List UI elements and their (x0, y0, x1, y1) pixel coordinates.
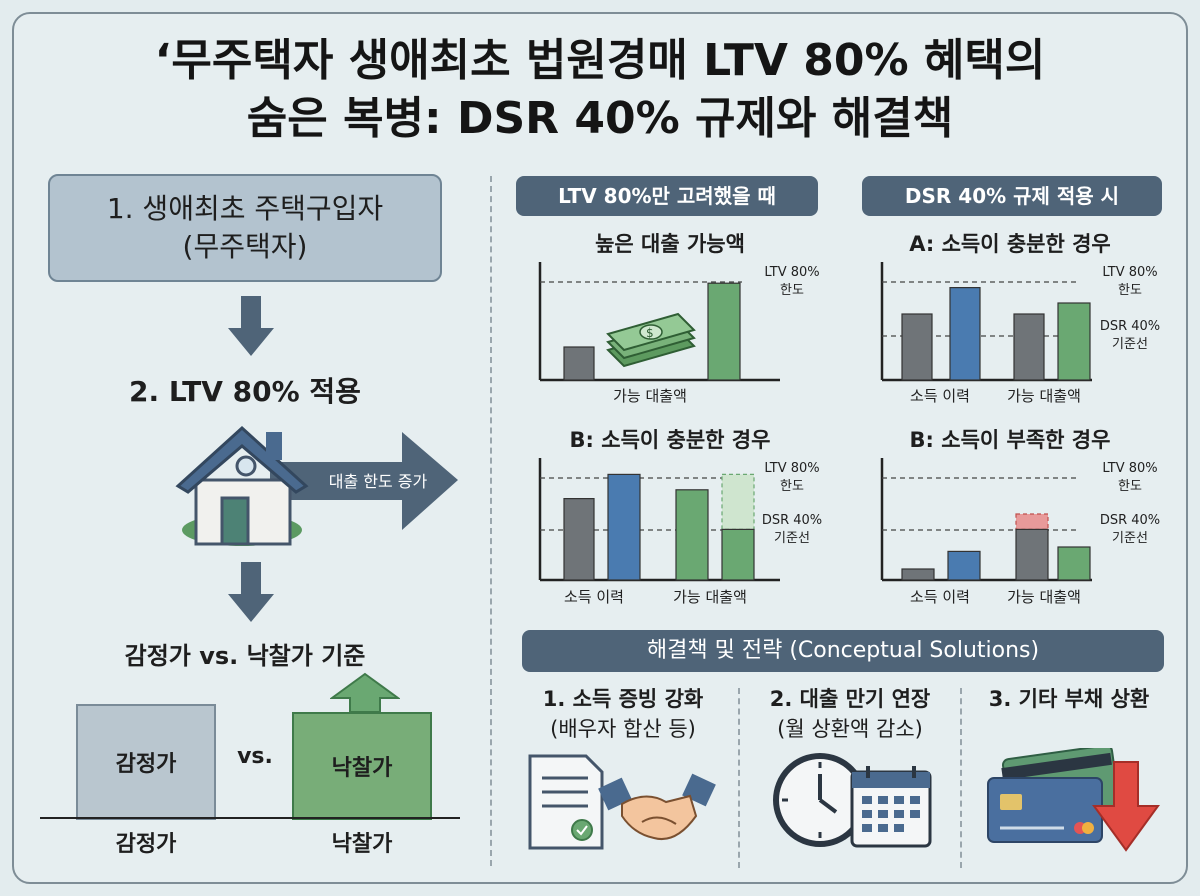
bar-income-gray (901, 568, 935, 581)
chart1-title: 높은 대출 가능액 (595, 232, 745, 256)
bar-income-blue (607, 473, 641, 581)
bar-income-blue (947, 550, 981, 581)
ltv-line-label: LTV 80% (764, 461, 819, 476)
step1-box: 1. 생애최초 주택구입자 (무주택자) (48, 174, 442, 282)
bar-excess-red (1015, 513, 1049, 530)
step2-title: 2. LTV 80% 적용 (129, 375, 361, 408)
x-tick-income: 소득 이력 (910, 387, 970, 405)
money-stack-icon: $ (606, 312, 696, 368)
dsr-line-label: DSR 40% (1100, 319, 1160, 334)
ltv-line-label: LTV 80% (1102, 461, 1157, 476)
document-handshake-icon (528, 754, 716, 850)
down-arrow-icon (228, 296, 274, 356)
ltv-line-label-2: 한도 (780, 479, 804, 494)
step1-subtitle: (무주택자) (182, 230, 308, 263)
bar-loan-gray (1015, 528, 1049, 581)
bar-income-gray (901, 313, 933, 381)
dsr-line-label-2: 기준선 (1112, 337, 1148, 352)
x-tick-loan: 가능 대출액 (1007, 387, 1081, 405)
svg-text:$: $ (646, 326, 654, 340)
credit-card-down-arrow-icon (987, 748, 1160, 852)
x-tick-income: 소득 이력 (564, 588, 624, 606)
bar-loan-capped (721, 528, 755, 581)
ltv-only-header: LTV 80%만 고려했을 때 (516, 176, 818, 216)
appraisal-box-label: 감정가 (115, 752, 177, 777)
up-arrow-icon (330, 672, 400, 713)
solution1: 1. 소득 증빙 강화 (배우자 합산 등) (510, 684, 736, 744)
section-divider (490, 176, 492, 866)
bar-loan-green (1057, 546, 1091, 581)
dsr-line-label: DSR 40% (1100, 513, 1160, 528)
bar-loan-gray (1013, 313, 1045, 381)
chart3-title: B: 소득이 충분한 경우 (569, 428, 771, 452)
ltv-line-label-2: 한도 (1118, 283, 1142, 298)
dsr-applied-header: DSR 40% 규제 적용 시 (862, 176, 1162, 216)
house-icon (175, 425, 309, 546)
main-title-line1: ‘무주택자 생애최초 법원경매 LTV 80% 혜택의 (154, 35, 1046, 86)
main-title-line2: 숨은 복병: DSR 40% 규제와 해결책 (246, 93, 954, 144)
solution2-title: 2. 대출 만기 연장 (769, 687, 931, 711)
bar-income-gray (563, 497, 595, 581)
arrow-label: 대출 한도 증가 (328, 472, 428, 491)
solution1-title: 1. 소득 증빙 강화 (542, 687, 704, 711)
ltv-line-label-2: 한도 (1118, 479, 1142, 494)
x-tick-loan: 가능 대출액 (673, 588, 747, 606)
step1-title: 1. 생애최초 주택구입자 (106, 192, 384, 225)
bid-box: 낙찰가 (292, 712, 432, 820)
appraisal-base-label: 감정가 (115, 832, 177, 857)
x-tick-loan: 가능 대출액 (1007, 588, 1081, 606)
solutions-divider-1 (738, 688, 740, 868)
solution2: 2. 대출 만기 연장 (월 상환액 감소) (742, 684, 958, 744)
ltv-line-label: LTV 80% (1102, 265, 1157, 280)
x-tick-loan: 가능 대출액 (613, 387, 687, 405)
clock-calendar-icon (773, 753, 932, 848)
chart4-title: B: 소득이 부족한 경우 (909, 428, 1111, 452)
x-tick-income: 소득 이력 (910, 588, 970, 606)
solution3: 3. 기타 부채 상환 (964, 684, 1174, 714)
appraisal-box: 감정가 (76, 704, 216, 820)
down-arrow-icon-2 (228, 562, 274, 622)
bar-loan-green (1057, 302, 1091, 381)
baseline (40, 817, 460, 819)
bid-box-label: 낙찰가 (331, 756, 393, 781)
ltv-line-label: LTV 80% (764, 265, 819, 280)
dsr-line-label-2: 기준선 (1112, 531, 1148, 546)
dsr-line-label: DSR 40% (762, 513, 822, 528)
chart2-title: A: 소득이 충분한 경우 (909, 232, 1111, 256)
solution1-subtitle: (배우자 합산 등) (550, 717, 696, 741)
solution2-subtitle: (월 상환액 감소) (777, 717, 923, 741)
bid-base-label: 낙찰가 (331, 832, 393, 857)
vs-label: vs. (237, 744, 273, 769)
bar-loan-available (707, 282, 741, 381)
solution3-title: 3. 기타 부채 상환 (988, 687, 1150, 711)
house-arrow-illustration (175, 425, 458, 546)
ltv-line-label-2: 한도 (780, 283, 804, 298)
solutions-header: 해결책 및 전략 (Conceptual Solutions) (522, 630, 1164, 672)
dsr-line-label-2: 기준선 (774, 531, 810, 546)
bar-excess-ghost (721, 473, 755, 530)
bar-income-blue (949, 287, 981, 381)
growth-arrow-icon (270, 432, 458, 530)
bar-loan-green (675, 489, 709, 581)
bar-current (563, 346, 595, 381)
basis-title: 감정가 vs. 낙찰가 기준 (124, 642, 366, 670)
solutions-divider-2 (960, 688, 962, 868)
